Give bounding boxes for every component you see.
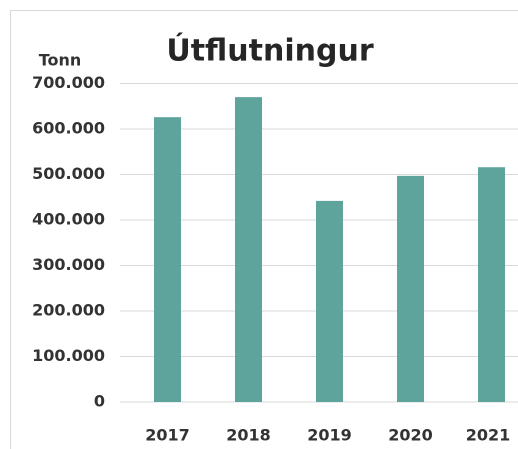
y-tick-label: 700.000 xyxy=(32,73,105,92)
y-tick-label: 500.000 xyxy=(32,164,105,183)
bar xyxy=(478,167,505,402)
y-tick-label: 100.000 xyxy=(32,346,105,365)
bar xyxy=(235,97,262,403)
x-tick-label: 2017 xyxy=(145,426,190,445)
y-axis-label: Tonn xyxy=(39,51,82,70)
x-tick-label: 2019 xyxy=(307,426,352,445)
y-tick-label: 600.000 xyxy=(32,119,105,138)
bar xyxy=(316,200,343,402)
x-tick-label: 2020 xyxy=(388,426,433,445)
y-tick-label: 400.000 xyxy=(32,210,105,229)
y-tick-label: 200.000 xyxy=(32,301,105,320)
bar xyxy=(154,117,181,403)
chart-title: Útflutningur xyxy=(166,32,373,69)
y-tick-label: 300.000 xyxy=(32,255,105,274)
y-tick-label: 0 xyxy=(94,392,105,411)
bar xyxy=(397,175,424,402)
x-tick-label: 2021 xyxy=(466,426,511,445)
x-tick-label: 2018 xyxy=(226,426,271,445)
chart-frame xyxy=(10,10,518,449)
